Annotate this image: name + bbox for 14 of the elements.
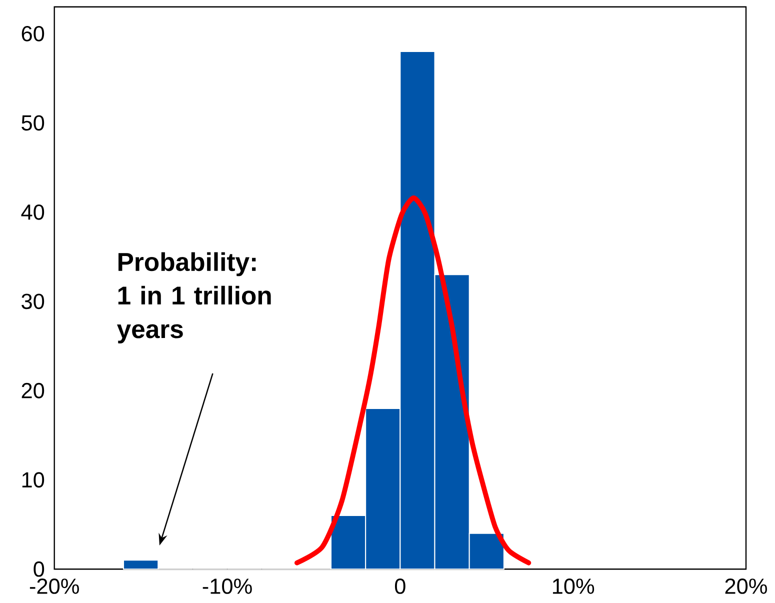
y-tick-label: 0 [34, 562, 44, 577]
x-tick-label: -10% [202, 578, 252, 594]
y-tick-label: 40 [21, 204, 44, 220]
x-tick-label: 10% [552, 578, 594, 594]
x-tick-label: -20% [30, 578, 79, 594]
y-tick-label: 10 [22, 472, 44, 488]
y-tick-label: 20 [22, 383, 44, 398]
y-tick-label: 60 [22, 26, 44, 42]
line-series [294, 196, 532, 566]
y-tick-label: 50 [22, 115, 44, 131]
annotation: Probability: 1 in 1 trillion years [116, 252, 271, 344]
x-tick-label: 0 [394, 578, 406, 594]
y-tick-label: 30 [22, 294, 44, 310]
x-tick-label: 20% [725, 578, 767, 594]
